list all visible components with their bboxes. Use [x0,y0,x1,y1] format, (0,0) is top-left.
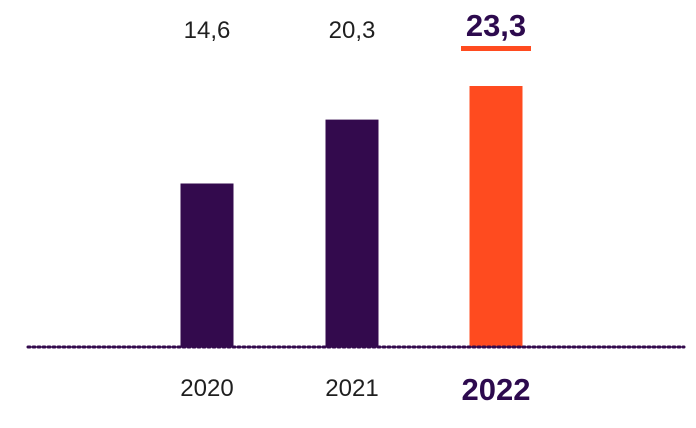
bar-2022 [469,86,523,347]
value-label-2020: 14,6 [184,17,231,44]
value-label-2022: 23,3 [466,8,526,43]
x-tick-label-2021: 2021 [325,375,378,402]
bars-layer [180,86,523,347]
bar-2021 [325,119,379,347]
value-label-2021: 20,3 [329,17,376,44]
x-tick-label-2020: 2020 [180,375,233,402]
highlight-underline [461,46,531,51]
x-tick-label-2022: 2022 [462,372,531,407]
bar-2020 [180,183,234,347]
labels-layer: 14,6 2020 20,3 2021 23,3 2022 [180,8,531,407]
